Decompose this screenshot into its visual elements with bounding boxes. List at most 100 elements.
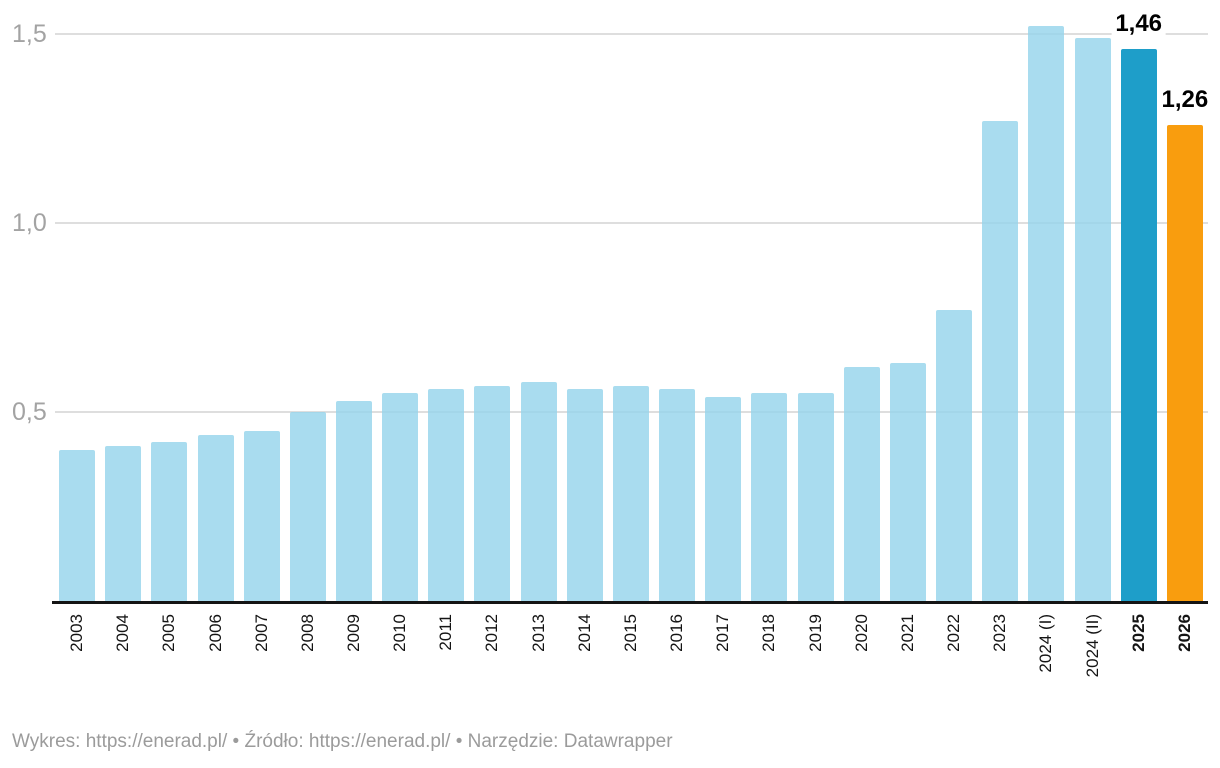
x-col-2009: 2009 [331,604,377,724]
bar-2024-i [1028,26,1065,601]
x-axis-line [52,601,1208,604]
chart-footer: Wykres: https://enerad.pl/ • Źródło: htt… [12,730,673,754]
x-tick-label-2008: 2008 [297,614,317,652]
y-tick-label-0-5: 0,5 [12,398,47,426]
bar-column-2006 [192,0,238,601]
bar-column-2008 [285,0,331,601]
x-tick-label-2025: 2025 [1128,614,1148,652]
x-axis-labels: 2003 2004 2005 2006 2007 2008 2009 2010 2011 2012… [54,604,1208,724]
footer-link[interactable]: https://enerad.pl/ [85,731,228,752]
x-col-2024-ii: 2024 (II) [1069,604,1115,724]
bar-column-2024-i [1023,0,1069,601]
x-tick-label-2024-i: 2024 (I) [1036,614,1056,673]
bar-2013 [520,382,557,601]
bar-2009 [336,401,373,601]
footer-text: • Narzędzie: [450,731,564,752]
bar-column-2014 [562,0,608,601]
bar-column-2018 [746,0,792,601]
x-col-2023: 2023 [977,604,1023,724]
bar-column-2009 [331,0,377,601]
bar-column-2026: 1,26 [1157,0,1213,601]
x-tick-label-2005: 2005 [159,614,179,652]
x-tick-label-2016: 2016 [667,614,687,652]
x-tick-label-2004: 2004 [113,614,133,652]
bar-2016 [659,389,696,601]
x-col-2011: 2011 [423,604,469,724]
footer-text: Wykres: [12,731,86,752]
bar-column-2015 [608,0,654,601]
bar-2012 [474,386,511,601]
footer-text: • Źródło: [227,731,309,752]
x-tick-label-2017: 2017 [713,614,733,652]
bar-column-2013 [516,0,562,601]
x-col-2005: 2005 [146,604,192,724]
value-label-2026: 1,26 [1157,88,1213,112]
bar-2019 [797,393,834,601]
bar-2003 [59,450,96,601]
x-col-2007: 2007 [239,604,285,724]
x-tick-label-2007: 2007 [251,614,271,652]
bar-2023 [982,121,1019,601]
x-tick-label-2009: 2009 [344,614,364,652]
bar-column-2010 [377,0,423,601]
bars-container: 1,46 1,26 [54,0,1213,601]
x-col-2022: 2022 [931,604,977,724]
x-col-2024-i: 2024 (I) [1023,604,1069,724]
x-col-2017: 2017 [700,604,746,724]
x-col-2013: 2013 [516,604,562,724]
bar-2017 [705,397,742,601]
bar-2022 [936,310,973,601]
x-col-2020: 2020 [839,604,885,724]
x-tick-label-2013: 2013 [528,614,548,652]
x-tick-label-2022: 2022 [944,614,964,652]
bar-column-2024-ii [1069,0,1115,601]
bar-column-2005 [146,0,192,601]
x-col-2003: 2003 [54,604,100,724]
bar-column-2022 [931,0,977,601]
x-tick-label-2018: 2018 [759,614,779,652]
footer-link[interactable]: Datawrapper [563,731,673,752]
bar-2020 [843,367,880,601]
bar-column-2012 [469,0,515,601]
x-col-2008: 2008 [285,604,331,724]
bar-column-2019 [793,0,839,601]
x-col-2014: 2014 [562,604,608,724]
bar-column-2007 [239,0,285,601]
bar-2014 [566,389,603,601]
x-tick-label-2012: 2012 [482,614,502,652]
x-col-2026: 2026 [1162,604,1208,724]
bar-column-2020 [839,0,885,601]
x-col-2019: 2019 [793,604,839,724]
bar-column-2004 [100,0,146,601]
y-tick-label-1-5: 1,5 [12,20,47,48]
x-tick-label-2020: 2020 [851,614,871,652]
x-tick-label-2010: 2010 [390,614,410,652]
bar-column-2017 [700,0,746,601]
bar-2025 [1120,49,1157,601]
x-col-2021: 2021 [885,604,931,724]
bar-2010 [382,393,419,601]
x-tick-label-2026: 2026 [1174,614,1194,652]
x-col-2004: 2004 [100,604,146,724]
x-tick-label-2011: 2011 [436,614,456,651]
x-tick-label-2019: 2019 [805,614,825,652]
bar-column-2011 [423,0,469,601]
x-col-2012: 2012 [469,604,515,724]
x-tick-label-2024-ii: 2024 (II) [1082,614,1102,678]
bar-2007 [243,431,280,601]
x-col-2018: 2018 [746,604,792,724]
bar-2008 [289,412,326,601]
bar-2015 [612,386,649,601]
x-tick-label-2015: 2015 [620,614,640,652]
gridline-1-0 [55,222,1208,224]
plot-area: 1,46 1,26 [54,0,1213,601]
x-tick-label-2006: 2006 [205,614,225,652]
x-tick-label-2014: 2014 [574,614,594,652]
bar-column-2003 [54,0,100,601]
x-col-2015: 2015 [608,604,654,724]
footer-link[interactable]: https://enerad.pl/ [308,731,451,752]
x-col-2006: 2006 [192,604,238,724]
value-label-2025: 1,46 [1111,12,1167,36]
x-tick-label-2021: 2021 [897,614,917,652]
